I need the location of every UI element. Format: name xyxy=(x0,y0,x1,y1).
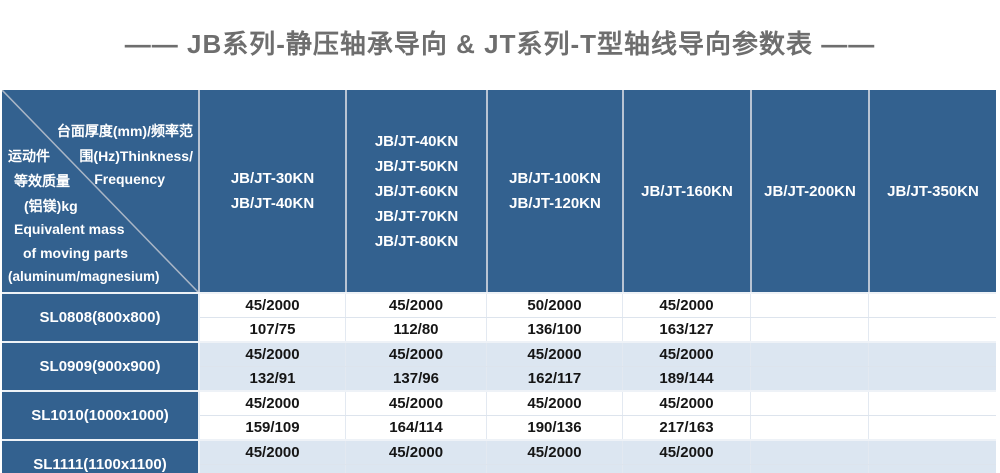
column-label: JB/JT-160KN xyxy=(641,182,733,200)
column-label: JB/JT-200KN xyxy=(764,182,856,200)
value-cell: 107/75 xyxy=(249,321,296,339)
value-cell xyxy=(750,416,868,439)
page-title: —— JB系列-静压轴承导向 & JT系列-T型轴线导向参数表 —— xyxy=(124,29,876,59)
value-cell: 45/2000 xyxy=(345,392,486,416)
value-cell: 45/2000 xyxy=(245,297,300,315)
table-row-sl0808: SL0808(800x800) 45/2000 45/2000 50/2000 … xyxy=(2,292,996,341)
value-cell: 45/2000 xyxy=(245,444,300,462)
corner-left-label: 运动件 xyxy=(8,148,50,164)
value-cell xyxy=(486,465,622,473)
diagonal-divider-line xyxy=(2,90,198,292)
header-column-350kn: JB/JT-350KN xyxy=(868,90,996,292)
value-cell: 137/96 xyxy=(345,367,486,390)
value-cell: 217/163 xyxy=(622,416,750,439)
value-cell: 45/2000 xyxy=(486,441,622,465)
column-label: JB/JT-40KN xyxy=(230,195,315,212)
value-cell xyxy=(868,441,996,465)
header-column-100-120kn: JB/JT-100KN JB/JT-120KN xyxy=(486,90,622,292)
corner-header-cell: 台面厚度(mm)/频率范 运动件 围(Hz)Thinkness/ 等效质量 Fr… xyxy=(2,90,198,292)
value-cell: 189/144 xyxy=(622,367,750,390)
column-label: JB/JT-70KN xyxy=(374,207,459,225)
value-cell: 112/80 xyxy=(345,318,486,341)
value-cell xyxy=(750,343,868,367)
column-label: JB/JT-100KN xyxy=(509,170,601,187)
value-cell: 164/114 xyxy=(345,416,486,439)
corner-top-label: 台面厚度(mm)/频率范 xyxy=(56,123,193,139)
value-cell: 45/2000 xyxy=(345,343,486,367)
model-cell: SL1010(1000x1000) xyxy=(2,392,198,439)
corner-left-label: Equivalent mass xyxy=(14,221,125,237)
table-row-sl1111: SL1111(1100x1100) 45/2000 45/2000 45/200… xyxy=(2,439,996,473)
value-cell xyxy=(868,416,996,439)
header-column-160kn: JB/JT-160KN xyxy=(622,90,750,292)
value-cell xyxy=(868,367,996,390)
corner-left-label: of moving parts xyxy=(23,245,129,261)
value-cell xyxy=(868,465,996,473)
value-cell xyxy=(750,441,868,465)
corner-top-label: 围(Hz)Thinkness/ xyxy=(79,148,193,164)
value-cell xyxy=(868,318,996,341)
column-label: JB/JT-30KN xyxy=(230,170,315,187)
value-cell xyxy=(750,318,868,341)
table-row-sl1010: SL1010(1000x1000) 45/2000 45/2000 45/200… xyxy=(2,390,996,439)
table-body: SL0808(800x800) 45/2000 45/2000 50/2000 … xyxy=(2,292,996,473)
value-cell: 45/2000 xyxy=(622,441,750,465)
value-cell: 45/2000 xyxy=(486,392,622,416)
column-label: JB/JT-120KN xyxy=(509,195,601,212)
table-header-row: 台面厚度(mm)/频率范 运动件 围(Hz)Thinkness/ 等效质量 Fr… xyxy=(2,90,996,292)
value-cell: 50/2000 xyxy=(486,294,622,318)
column-label: JB/JT-80KN xyxy=(374,232,459,250)
value-cell: 45/2000 xyxy=(622,343,750,367)
corner-top-label: Frequency xyxy=(94,171,165,187)
corner-left-label: 等效质量 xyxy=(14,173,70,189)
value-cell xyxy=(750,392,868,416)
column-label: JB/JT-40KN xyxy=(374,132,459,150)
value-cell: 136/100 xyxy=(486,318,622,341)
value-cell xyxy=(868,343,996,367)
column-label: JB/JT-60KN xyxy=(374,182,459,200)
value-cell: 45/2000 xyxy=(486,343,622,367)
model-cell: SL0909(900x900) xyxy=(2,343,198,390)
table-row-sl0909: SL0909(900x900) 45/2000 45/2000 45/2000 … xyxy=(2,341,996,390)
value-cell: 132/91 xyxy=(249,370,296,388)
model-cell: SL1111(1100x1100) xyxy=(2,441,198,473)
corner-left-label: (铝镁)kg xyxy=(24,198,78,214)
corner-left-label: (aluminum/magnesium) xyxy=(8,269,160,284)
value-cell: 162/117 xyxy=(486,367,622,390)
model-cell: SL0808(800x800) xyxy=(2,294,198,341)
header-column-40-80kn: JB/JT-40KN JB/JT-50KN JB/JT-60KN JB/JT-7… xyxy=(345,90,486,292)
value-cell: 159/109 xyxy=(245,419,300,437)
parameters-table: 台面厚度(mm)/频率范 运动件 围(Hz)Thinkness/ 等效质量 Fr… xyxy=(2,90,996,473)
value-cell xyxy=(868,294,996,318)
column-label: JB/JT-50KN xyxy=(374,157,459,175)
value-cell: 190/136 xyxy=(486,416,622,439)
value-cell xyxy=(868,392,996,416)
value-cell: 45/2000 xyxy=(245,346,300,364)
value-cell: 45/2000 xyxy=(245,395,300,413)
value-cell xyxy=(622,465,750,473)
value-cell: 45/2000 xyxy=(622,392,750,416)
value-cell xyxy=(750,465,868,473)
value-cell xyxy=(200,465,345,473)
column-label: JB/JT-350KN xyxy=(887,182,979,200)
value-cell xyxy=(750,294,868,318)
value-cell xyxy=(345,465,486,473)
value-cell: 45/2000 xyxy=(345,441,486,465)
value-cell: 45/2000 xyxy=(345,294,486,318)
header-column-30-40kn: JB/JT-30KN JB/JT-40KN xyxy=(198,90,345,292)
value-cell xyxy=(750,367,868,390)
value-cell: 45/2000 xyxy=(622,294,750,318)
value-cell: 163/127 xyxy=(622,318,750,341)
header-column-200kn: JB/JT-200KN xyxy=(750,90,868,292)
